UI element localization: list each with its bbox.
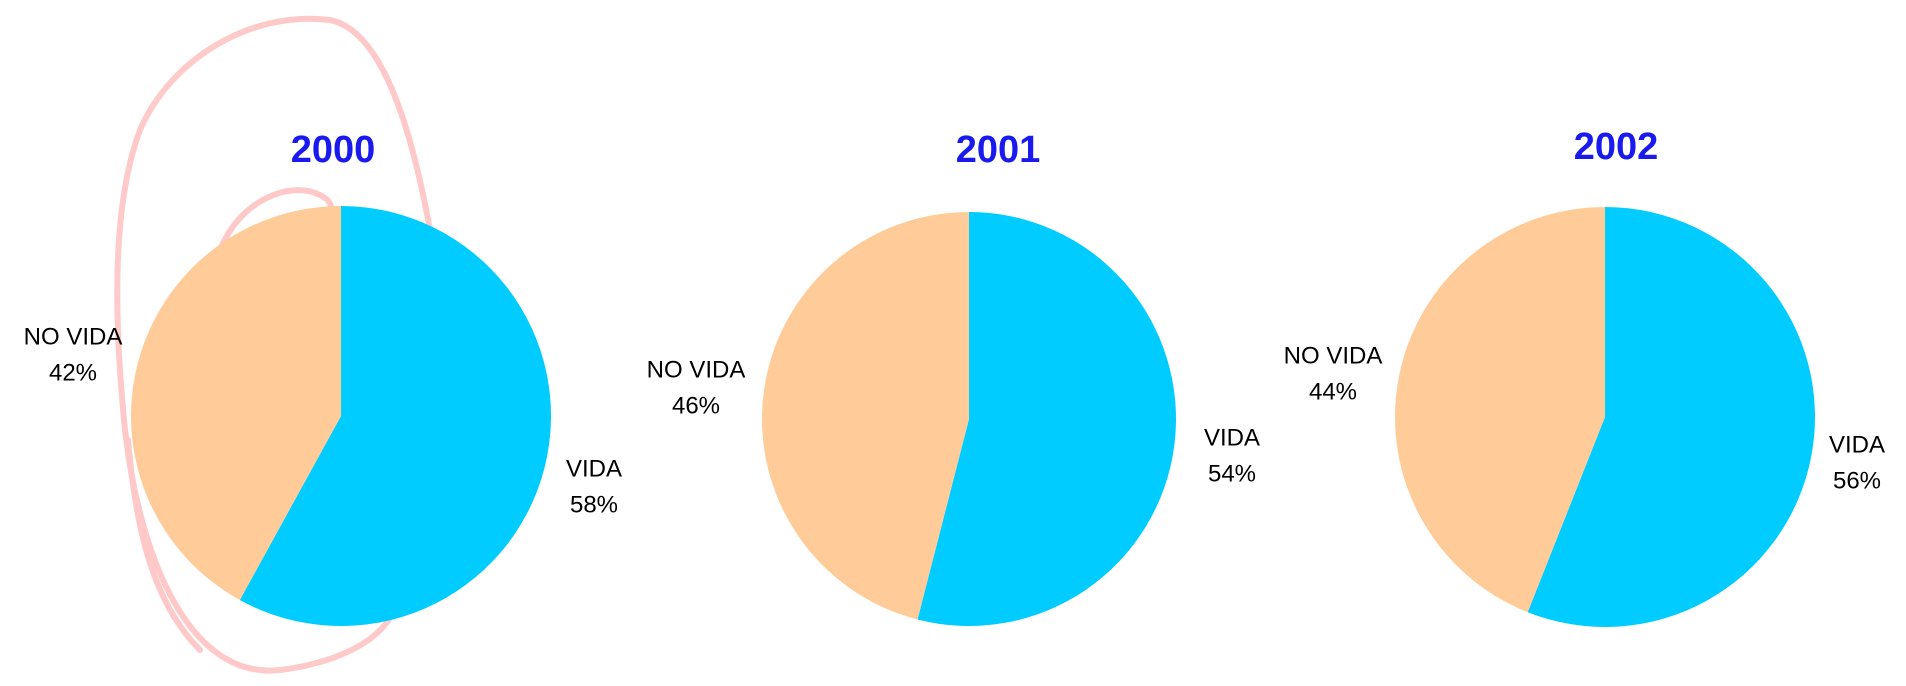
slice-category-label: NO VIDA [1284, 342, 1383, 369]
chart-page: 2000 VIDA 58% NO VIDA 42% 2001 VIDA 54% NO VIDA 4… [0, 0, 1906, 686]
slice-category-label: NO VIDA [24, 323, 123, 350]
slice-value-label: 44% [1309, 378, 1357, 405]
chart-title: 2001 [956, 129, 1041, 171]
chart-title: 2000 [291, 129, 376, 171]
slice-value-label: 56% [1833, 467, 1881, 494]
slice-category-label: VIDA [566, 455, 622, 482]
slice-category-label: NO VIDA [647, 356, 746, 383]
slice-value-label: 46% [672, 392, 720, 419]
slice-value-label: 58% [570, 491, 618, 518]
slice-category-label: VIDA [1829, 431, 1885, 458]
slice-value-label: 42% [49, 359, 97, 386]
chart-title: 2002 [1574, 126, 1659, 168]
slice-category-label: VIDA [1204, 424, 1260, 451]
slice-value-label: 54% [1208, 460, 1256, 487]
